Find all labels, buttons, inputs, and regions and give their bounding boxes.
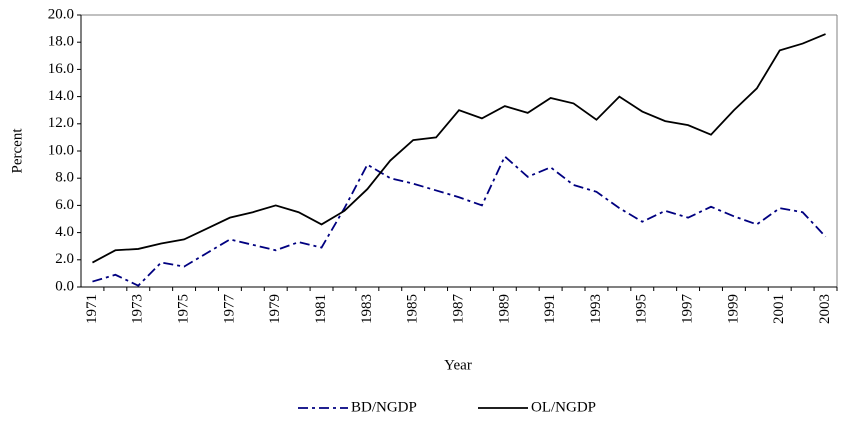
y-tick-label: 2.0 <box>55 251 74 267</box>
y-axis-label: Percent <box>9 128 25 174</box>
y-tick-label: 6.0 <box>55 197 74 213</box>
x-tick-label: 1997 <box>680 294 696 325</box>
x-tick-label: 1979 <box>267 294 283 324</box>
x-tick-label: 1991 <box>542 294 558 324</box>
y-tick-label: 14.0 <box>48 88 74 104</box>
x-tick-label: 1973 <box>130 294 146 324</box>
x-tick-label: 2003 <box>817 294 833 324</box>
x-tick-label: 1995 <box>634 294 650 324</box>
x-tick-label: 1989 <box>496 294 512 324</box>
legend-label: OL/NGDP <box>531 399 596 415</box>
x-tick-label: 1985 <box>405 294 421 324</box>
x-tick-label: 1983 <box>359 294 375 324</box>
y-tick-label: 20.0 <box>48 6 74 22</box>
y-tick-label: 8.0 <box>55 170 74 186</box>
y-tick-label: 16.0 <box>48 61 74 77</box>
y-tick-label: 12.0 <box>48 115 74 131</box>
x-tick-label: 1977 <box>221 294 237 325</box>
x-axis-label: Year <box>444 357 472 373</box>
legend-label: BD/NGDP <box>351 399 417 415</box>
x-tick-label: 1987 <box>450 294 466 325</box>
y-tick-label: 4.0 <box>55 224 74 240</box>
data-line <box>92 33 826 264</box>
x-tick-label: 2001 <box>771 294 787 324</box>
x-tick-label: 1971 <box>84 294 100 324</box>
y-tick-label: 18.0 <box>48 34 74 50</box>
x-tick-label: 1975 <box>176 294 192 324</box>
y-tick-label: 10.0 <box>48 142 74 158</box>
x-tick-label: 1993 <box>588 294 604 324</box>
x-tick-label: 1999 <box>725 294 741 324</box>
data-line <box>92 154 827 287</box>
y-tick-label: 0.0 <box>55 278 74 294</box>
x-tick-label: 1981 <box>313 294 329 324</box>
